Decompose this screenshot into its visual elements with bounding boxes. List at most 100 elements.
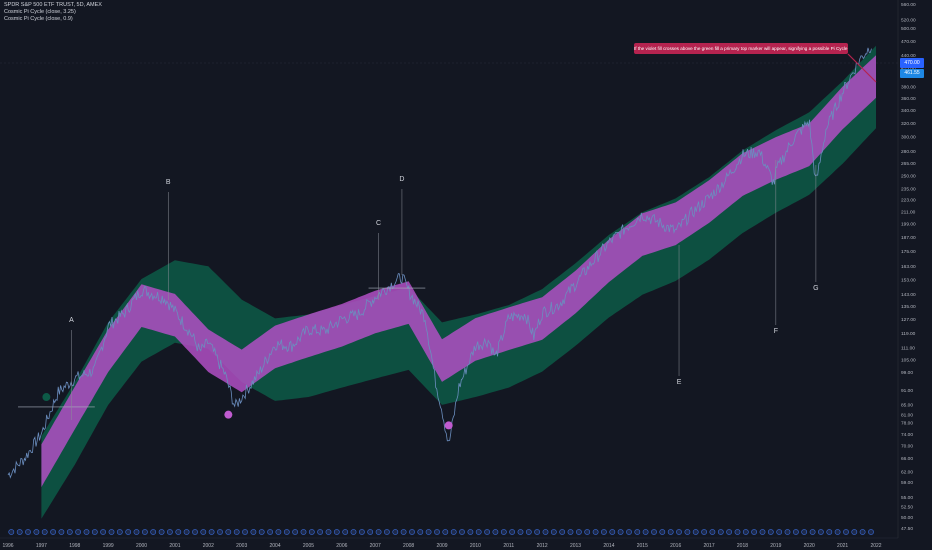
event-icon[interactable] xyxy=(91,529,98,535)
event-icon[interactable] xyxy=(550,529,557,535)
event-icon[interactable] xyxy=(8,529,15,535)
event-icon[interactable] xyxy=(642,529,649,535)
event-icon[interactable] xyxy=(751,529,757,535)
event-icon[interactable] xyxy=(166,529,173,535)
event-icon[interactable] xyxy=(66,529,73,535)
event-icon[interactable] xyxy=(83,529,90,535)
event-icon[interactable] xyxy=(283,529,290,535)
event-icon[interactable] xyxy=(108,529,115,535)
event-icons[interactable] xyxy=(8,529,874,535)
event-icon[interactable] xyxy=(717,529,724,535)
event-icon[interactable] xyxy=(542,529,549,535)
event-icon[interactable] xyxy=(342,529,349,535)
event-icon[interactable] xyxy=(584,529,591,535)
event-icon[interactable] xyxy=(634,529,641,535)
event-icon[interactable] xyxy=(367,529,374,535)
event-icon[interactable] xyxy=(50,529,56,535)
event-icon[interactable] xyxy=(41,529,48,535)
event-icon[interactable] xyxy=(759,529,766,535)
event-icon[interactable] xyxy=(383,529,390,535)
event-icon[interactable] xyxy=(684,529,691,535)
event-icon[interactable] xyxy=(818,529,824,535)
event-icon[interactable] xyxy=(33,529,40,535)
event-icon[interactable] xyxy=(258,529,265,535)
event-icon[interactable] xyxy=(692,529,699,535)
event-icon[interactable] xyxy=(233,529,240,535)
event-icon[interactable] xyxy=(250,529,257,535)
event-icon[interactable] xyxy=(667,529,674,535)
event-icon[interactable] xyxy=(325,529,332,535)
event-icon[interactable] xyxy=(58,529,65,535)
event-icon[interactable] xyxy=(434,529,440,535)
event-icon[interactable] xyxy=(601,529,607,535)
event-icon[interactable] xyxy=(801,529,808,535)
event-icon[interactable] xyxy=(467,529,474,535)
event-icon[interactable] xyxy=(617,529,624,535)
event-icon[interactable] xyxy=(475,529,482,535)
event-icon[interactable] xyxy=(701,529,707,535)
event-icon[interactable] xyxy=(400,529,407,535)
event-icon[interactable] xyxy=(809,529,816,535)
event-icon[interactable] xyxy=(868,529,874,535)
event-icon[interactable] xyxy=(442,529,449,535)
event-icon[interactable] xyxy=(651,529,657,535)
event-icon[interactable] xyxy=(183,529,190,535)
event-icon[interactable] xyxy=(175,529,182,535)
event-icon[interactable] xyxy=(525,529,532,535)
event-icon[interactable] xyxy=(375,529,382,535)
event-icon[interactable] xyxy=(75,529,81,535)
event-icon[interactable] xyxy=(609,529,616,535)
event-icon[interactable] xyxy=(834,529,841,535)
event-icon[interactable] xyxy=(776,529,783,535)
event-icon[interactable] xyxy=(225,529,232,535)
event-icon[interactable] xyxy=(192,529,198,535)
event-icon[interactable] xyxy=(767,529,774,535)
event-icon[interactable] xyxy=(484,529,490,535)
event-icon[interactable] xyxy=(333,529,340,535)
event-icon[interactable] xyxy=(517,529,524,535)
event-icon[interactable] xyxy=(742,529,749,535)
event-icon[interactable] xyxy=(275,529,282,535)
event-icon[interactable] xyxy=(851,529,858,535)
event-icon[interactable] xyxy=(150,529,157,535)
event-icon[interactable] xyxy=(141,529,148,535)
event-icon[interactable] xyxy=(592,529,599,535)
event-icon[interactable] xyxy=(133,529,140,535)
event-icon[interactable] xyxy=(208,529,215,535)
event-icon[interactable] xyxy=(843,529,849,535)
event-icon[interactable] xyxy=(784,529,791,535)
event-icon[interactable] xyxy=(509,529,515,535)
event-icon[interactable] xyxy=(308,529,315,535)
event-icon[interactable] xyxy=(559,529,566,535)
event-icon[interactable] xyxy=(242,529,248,535)
event-icon[interactable] xyxy=(659,529,666,535)
event-icon[interactable] xyxy=(100,529,106,535)
event-icon[interactable] xyxy=(217,529,223,535)
event-icon[interactable] xyxy=(450,529,457,535)
event-icon[interactable] xyxy=(158,529,165,535)
event-icon[interactable] xyxy=(859,529,866,535)
event-icon[interactable] xyxy=(626,529,632,535)
event-icon[interactable] xyxy=(358,529,365,535)
event-icon[interactable] xyxy=(726,529,732,535)
event-icon[interactable] xyxy=(734,529,741,535)
event-icon[interactable] xyxy=(500,529,507,535)
event-icon[interactable] xyxy=(116,529,123,535)
event-icon[interactable] xyxy=(459,529,465,535)
event-icon[interactable] xyxy=(25,529,31,535)
event-icon[interactable] xyxy=(709,529,716,535)
event-icon[interactable] xyxy=(292,529,298,535)
event-icon[interactable] xyxy=(676,529,682,535)
event-icon[interactable] xyxy=(425,529,432,535)
event-icon[interactable] xyxy=(492,529,499,535)
event-icon[interactable] xyxy=(534,529,540,535)
event-icon[interactable] xyxy=(409,529,415,535)
event-icon[interactable] xyxy=(392,529,399,535)
event-icon[interactable] xyxy=(300,529,307,535)
event-icon[interactable] xyxy=(576,529,582,535)
event-icon[interactable] xyxy=(125,529,132,535)
event-icon[interactable] xyxy=(826,529,833,535)
event-icon[interactable] xyxy=(793,529,799,535)
event-icon[interactable] xyxy=(16,529,23,535)
event-icon[interactable] xyxy=(200,529,207,535)
